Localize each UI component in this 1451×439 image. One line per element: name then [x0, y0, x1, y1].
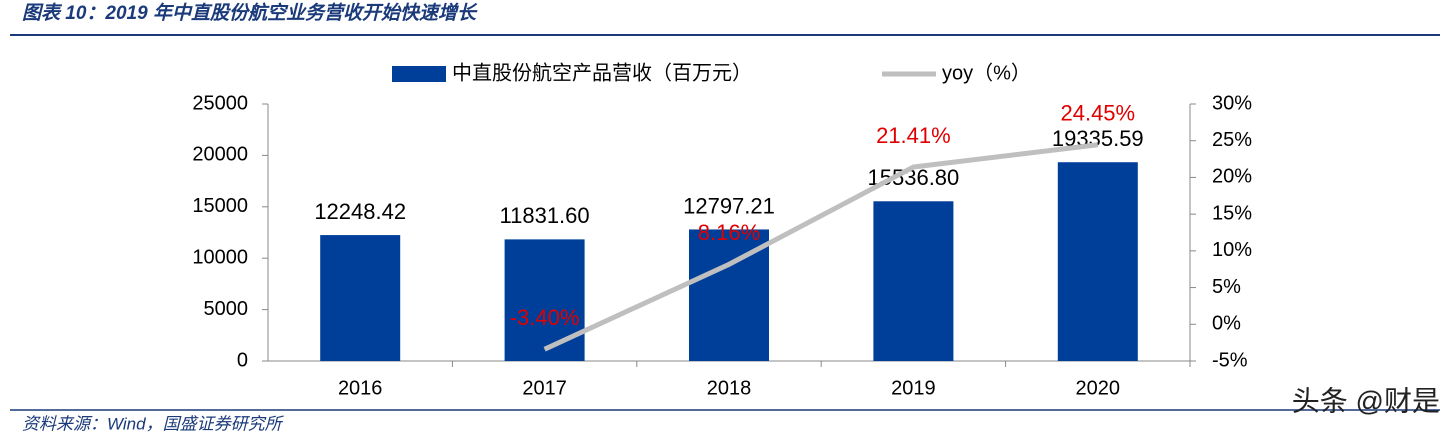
legend-label: 中直股份航空产品营收（百万元） [452, 61, 752, 84]
chart-title: 图表 10：2019 年中直股份航空业务营收开始快速增长 [22, 2, 478, 24]
bar-value-label: 11831.60 [500, 203, 590, 228]
y2-tick-label: -5% [1212, 349, 1248, 371]
x-tick-label: 2019 [891, 377, 936, 399]
bar-value-label: 12248.42 [314, 199, 406, 224]
y-tick-label: 10000 [192, 246, 248, 268]
y-tick-label: 5000 [204, 298, 249, 320]
y2-tick-label: 5% [1212, 276, 1241, 298]
bar [873, 201, 954, 361]
bar [1057, 162, 1138, 361]
bar-value-label: 12797.21 [683, 193, 775, 218]
line-value-label: 24.45% [1060, 101, 1135, 126]
x-tick-label: 2020 [1076, 377, 1121, 399]
bar [504, 239, 585, 361]
y2-tick-label: 25% [1212, 129, 1252, 151]
y-tick-label: 20000 [192, 144, 248, 166]
y2-tick-label: 0% [1212, 313, 1241, 335]
y2-tick-label: 30% [1212, 92, 1252, 114]
y2-tick-label: 20% [1212, 166, 1252, 188]
legend-swatch [392, 66, 446, 82]
line-value-label: 8.16% [698, 220, 760, 245]
x-tick-label: 2018 [707, 377, 752, 399]
line-value-label: 21.41% [876, 123, 951, 148]
x-tick-label: 2016 [338, 377, 383, 399]
source: 资料来源：Wind，国盛证券研究所 [22, 414, 285, 433]
watermark: 头条 @财是 [1292, 385, 1440, 416]
y-tick-label: 15000 [192, 195, 248, 217]
line-value-label: -3.40% [510, 305, 580, 330]
x-tick-label: 2017 [522, 377, 567, 399]
y2-tick-label: 15% [1212, 202, 1252, 224]
y-tick-label: 0 [237, 349, 248, 371]
bar [320, 235, 401, 361]
y-tick-label: 25000 [192, 92, 248, 114]
line [543, 142, 1099, 352]
legend-label: yoy（%） [942, 61, 1031, 84]
y2-tick-label: 10% [1212, 239, 1252, 261]
